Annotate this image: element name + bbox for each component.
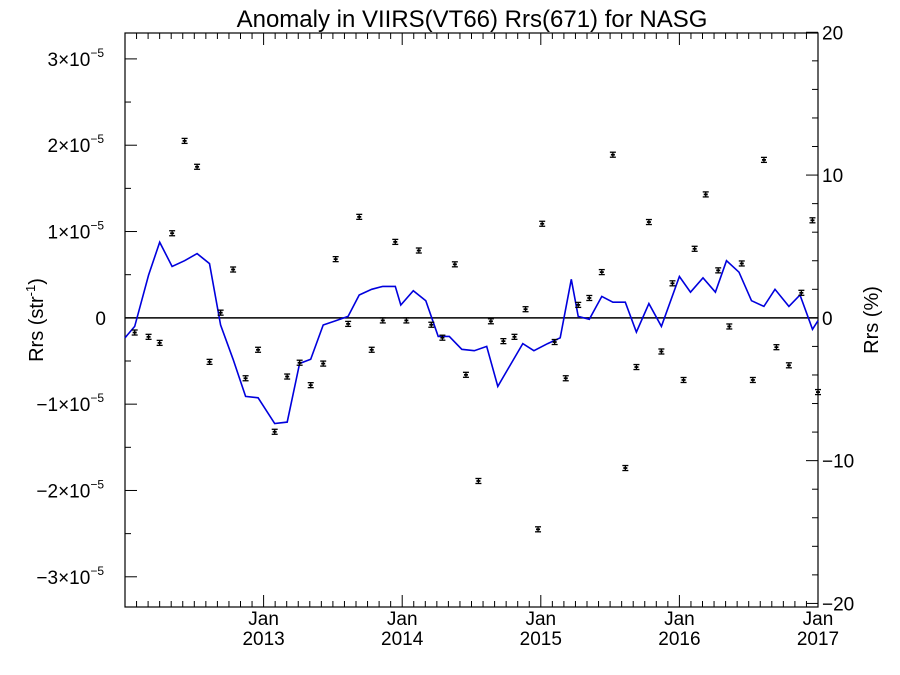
- error-bar-point: [598, 268, 605, 276]
- error-bar-point: [622, 464, 629, 472]
- x-tick-label-year: 2015: [520, 629, 562, 650]
- error-bar-point: [284, 373, 291, 380]
- error-bar-point: [487, 318, 494, 325]
- right-tick-label: −20: [822, 594, 854, 615]
- right-tick-label: 20: [822, 23, 843, 44]
- error-bar-point: [307, 382, 314, 389]
- left-tick-labels: 3×10−5 2×10−5 1×10−5 0 −1×10−5 −2×10−5 −3×10−5: [36, 46, 106, 589]
- x-tick-label-year: 2016: [658, 629, 700, 650]
- error-bar-point: [206, 358, 213, 366]
- percent-anomaly-line: [124, 240, 819, 425]
- error-bar-point: [462, 371, 469, 378]
- error-bar-point: [217, 309, 224, 316]
- error-bar-point: [785, 362, 792, 369]
- right-tick-label: 0: [822, 309, 833, 330]
- error-bar-point: [169, 230, 176, 237]
- left-axis-label: Rrs (str-1): [23, 278, 48, 362]
- error-bar-point: [415, 247, 422, 254]
- error-bar-point: [500, 337, 507, 345]
- error-bar-point: [345, 320, 352, 328]
- error-bar-point: [242, 375, 249, 382]
- x-tick-label-month: Jan: [525, 609, 556, 630]
- x-tick-label-year: 2013: [242, 629, 284, 650]
- plot-frame: [124, 32, 819, 608]
- error-bar-point: [738, 260, 745, 267]
- error-bar-point: [439, 334, 446, 341]
- x-tick-label-month: Jan: [248, 609, 279, 630]
- error-bar-point: [749, 376, 756, 384]
- error-bar-point: [658, 348, 665, 355]
- x-tick-label-month: Jan: [387, 609, 418, 630]
- right-tick-labels: 20 10 0 −10 −20: [822, 23, 854, 615]
- error-bar-point: [715, 267, 722, 274]
- error-bar-point: [451, 261, 458, 268]
- right-tick-label: −10: [822, 452, 854, 473]
- error-bar-point: [760, 156, 767, 164]
- error-bar-point: [609, 151, 616, 158]
- error-bar-point: [356, 213, 363, 221]
- error-bar-point: [809, 217, 816, 224]
- error-bar-point: [392, 238, 399, 246]
- error-bar-point: [645, 218, 652, 226]
- left-tick-label: −3×10−5: [36, 564, 104, 589]
- left-tick-label: 3×10−5: [48, 46, 105, 71]
- error-bar-point: [230, 266, 237, 273]
- error-bar-point: [475, 477, 482, 485]
- right-axis-label: Rrs (%): [861, 286, 883, 354]
- error-bar-point: [773, 344, 780, 351]
- left-tick-label: −1×10−5: [36, 391, 104, 416]
- error-bar-point: [379, 317, 386, 324]
- error-bar-point: [551, 338, 558, 346]
- left-tick-label: 0: [95, 309, 106, 330]
- axis-ticks: [124, 31, 819, 607]
- error-bar-point: [403, 317, 410, 324]
- left-tick-label: −2×10−5: [36, 477, 104, 502]
- error-bar-point: [669, 280, 676, 287]
- x-tick-label-year: 2017: [797, 629, 839, 650]
- error-bar-point: [522, 306, 529, 313]
- error-bar-point: [145, 333, 152, 340]
- error-bar-point: [271, 428, 278, 435]
- error-bar-point: [586, 294, 593, 302]
- error-bar-point: [320, 360, 327, 367]
- error-bar-point: [798, 289, 805, 296]
- anomaly-percent-series: [124, 240, 819, 425]
- x-tick-label-year: 2014: [381, 629, 424, 650]
- error-bar-point: [726, 323, 733, 330]
- left-tick-label: 2×10−5: [48, 132, 105, 157]
- error-bar-point: [702, 191, 709, 198]
- x-tick-label-month: Jan: [664, 609, 695, 630]
- error-bar-point: [255, 346, 262, 353]
- error-bar-point: [691, 245, 698, 252]
- error-bar-point: [131, 329, 138, 336]
- error-bar-point: [535, 526, 542, 533]
- error-bar-point: [539, 220, 546, 227]
- error-bar-point: [368, 346, 375, 353]
- error-bar-point: [575, 301, 582, 309]
- error-bar-point: [511, 333, 518, 340]
- error-bar-point: [680, 376, 687, 384]
- error-bar-point: [181, 137, 188, 145]
- error-bar-point: [332, 255, 339, 263]
- error-bar-point: [562, 375, 569, 382]
- error-bar-point: [815, 388, 821, 396]
- right-tick-label: 10: [822, 166, 843, 187]
- error-bar-point: [428, 321, 435, 328]
- left-tick-label: 1×10−5: [48, 219, 105, 244]
- error-bar-point: [194, 163, 201, 170]
- error-bar-point: [296, 359, 303, 366]
- chart-title: Anomaly in VIIRS(VT66) Rrs(671) for NASG: [237, 6, 708, 33]
- error-bar-point: [156, 339, 163, 347]
- anomaly-rrs-points: [131, 137, 821, 533]
- x-tick-label-month: Jan: [803, 609, 834, 630]
- error-bar-point: [633, 363, 640, 371]
